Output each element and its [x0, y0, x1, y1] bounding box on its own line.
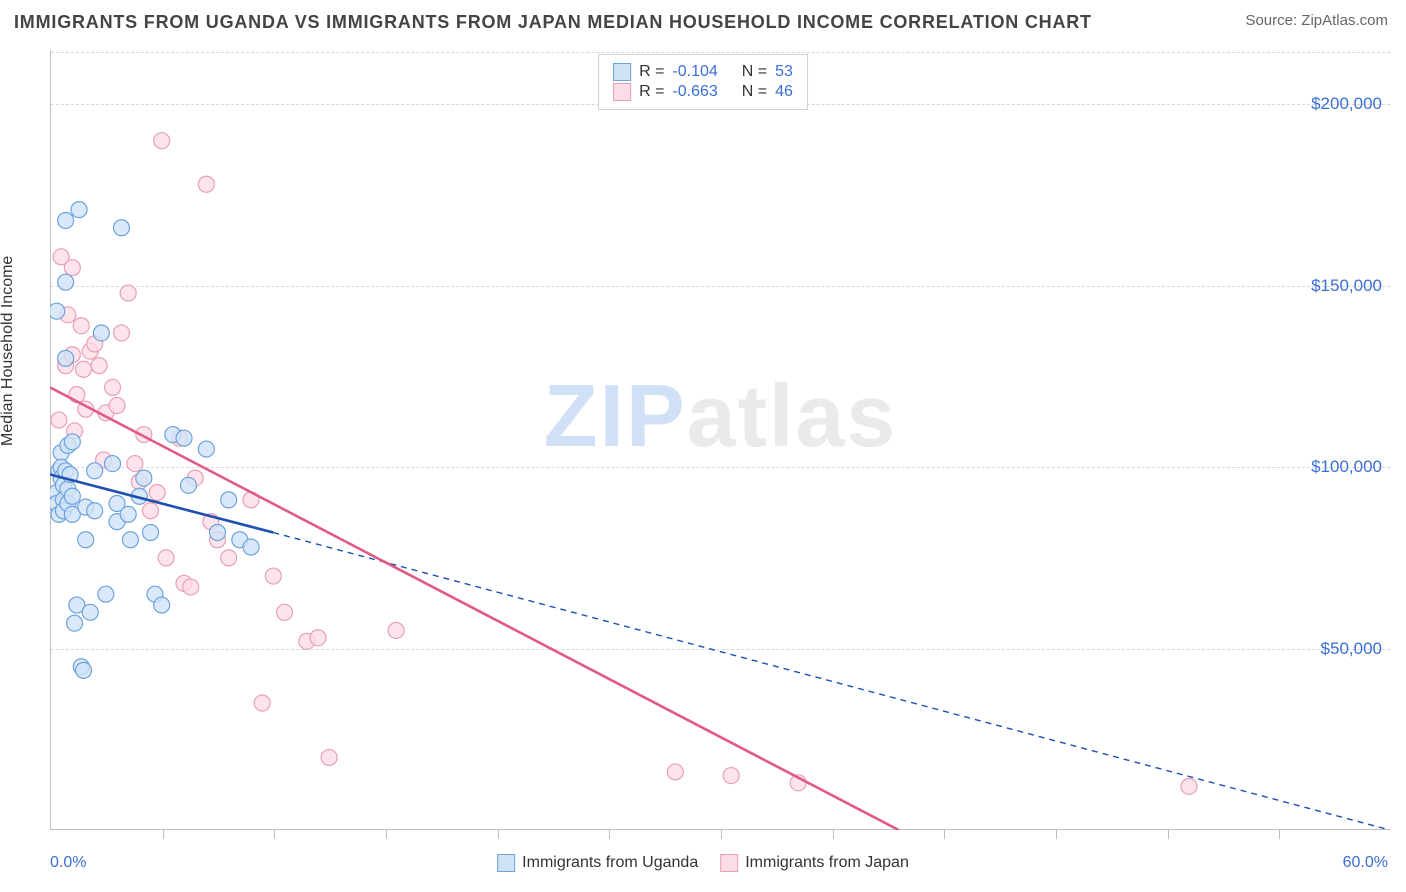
regression-line [50, 387, 899, 830]
data-point [277, 604, 293, 620]
data-point [143, 503, 159, 519]
r-japan: -0.663 [672, 83, 717, 101]
data-point [93, 325, 109, 341]
data-point [180, 477, 196, 493]
swatch-japan-icon [720, 854, 738, 872]
data-point [243, 539, 259, 555]
data-point [198, 441, 214, 457]
x-tick [1279, 829, 1280, 839]
legend-row-japan: R = -0.663 N = 46 [613, 83, 793, 101]
x-tick [1168, 829, 1169, 839]
x-tick [1056, 829, 1057, 839]
x-tick [944, 829, 945, 839]
n-label: N = [742, 83, 767, 101]
data-point [76, 361, 92, 377]
data-point [667, 764, 683, 780]
data-point [183, 579, 199, 595]
data-point [58, 274, 74, 290]
source-label: Source: ZipAtlas.com [1245, 12, 1388, 29]
data-point [120, 285, 136, 301]
swatch-japan [613, 83, 631, 101]
r-label: R = [639, 63, 664, 81]
legend-label-japan: Immigrants from Japan [745, 854, 909, 872]
legend-label-uganda: Immigrants from Uganda [522, 854, 698, 872]
data-point [64, 260, 80, 276]
data-point [67, 615, 83, 631]
data-point [109, 398, 125, 414]
data-point [321, 749, 337, 765]
data-point [113, 220, 129, 236]
data-point [51, 412, 67, 428]
x-tick [833, 829, 834, 839]
correlation-legend: R = -0.104 N = 53 R = -0.663 N = 46 [598, 54, 808, 110]
data-point [310, 630, 326, 646]
plot-svg [50, 50, 1390, 830]
legend-item-japan: Immigrants from Japan [720, 854, 909, 872]
data-point [210, 525, 226, 541]
data-point [1181, 778, 1197, 794]
data-point [71, 202, 87, 218]
data-point [149, 485, 165, 501]
data-point [73, 318, 89, 334]
data-point [76, 662, 92, 678]
swatch-uganda [613, 63, 631, 81]
chart-title: IMMIGRANTS FROM UGANDA VS IMMIGRANTS FRO… [14, 12, 1092, 33]
data-point [221, 492, 237, 508]
data-point [154, 133, 170, 149]
n-label: N = [742, 63, 767, 81]
data-point [265, 568, 281, 584]
x-tick [721, 829, 722, 839]
data-point [105, 379, 121, 395]
data-point [64, 434, 80, 450]
data-point [254, 695, 270, 711]
data-point [78, 532, 94, 548]
y-axis-label: Median Household Income [0, 256, 17, 446]
x-axis-min: 0.0% [50, 854, 86, 872]
legend-item-uganda: Immigrants from Uganda [497, 854, 698, 872]
n-uganda: 53 [775, 63, 793, 81]
data-point [113, 325, 129, 341]
data-point [136, 470, 152, 486]
x-tick [386, 829, 387, 839]
data-point [91, 358, 107, 374]
x-tick [163, 829, 164, 839]
data-point [127, 456, 143, 472]
x-tick [274, 829, 275, 839]
regression-line [273, 533, 1390, 830]
data-point [50, 303, 65, 319]
data-point [120, 506, 136, 522]
data-point [723, 768, 739, 784]
data-point [98, 586, 114, 602]
r-label: R = [639, 83, 664, 101]
data-point [105, 456, 121, 472]
data-point [122, 532, 138, 548]
data-point [154, 597, 170, 613]
data-point [388, 622, 404, 638]
n-japan: 46 [775, 83, 793, 101]
data-point [64, 488, 80, 504]
data-point [82, 604, 98, 620]
x-axis-max: 60.0% [1343, 854, 1388, 872]
r-uganda: -0.104 [672, 63, 717, 81]
x-tick [498, 829, 499, 839]
data-point [58, 213, 74, 229]
data-point [176, 430, 192, 446]
data-point [158, 550, 174, 566]
legend-row-uganda: R = -0.104 N = 53 [613, 63, 793, 81]
data-point [143, 525, 159, 541]
data-point [87, 463, 103, 479]
data-point [221, 550, 237, 566]
x-tick [609, 829, 610, 839]
data-point [198, 176, 214, 192]
data-point [58, 350, 74, 366]
data-point [87, 503, 103, 519]
chart-container: IMMIGRANTS FROM UGANDA VS IMMIGRANTS FRO… [0, 0, 1406, 892]
swatch-uganda-icon [497, 854, 515, 872]
series-legend: Immigrants from Uganda Immigrants from J… [497, 854, 909, 872]
